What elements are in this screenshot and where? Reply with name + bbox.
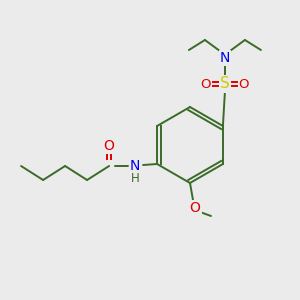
Text: O: O <box>239 77 249 91</box>
Text: N: N <box>220 51 230 65</box>
Text: O: O <box>201 77 211 91</box>
Text: O: O <box>104 139 115 153</box>
Text: O: O <box>190 201 200 215</box>
Text: H: H <box>131 172 140 184</box>
Text: S: S <box>220 76 230 92</box>
Text: N: N <box>130 159 140 173</box>
